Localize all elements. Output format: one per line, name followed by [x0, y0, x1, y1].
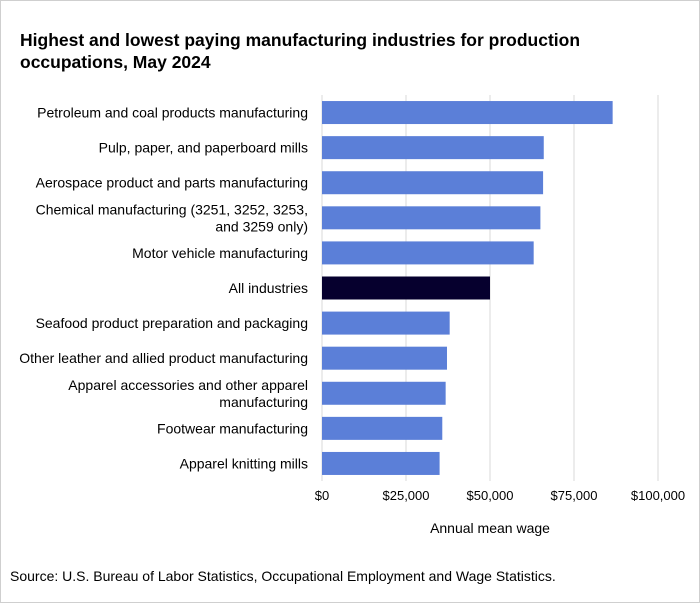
bar-3 [322, 206, 541, 230]
bar-6 [322, 311, 450, 335]
x-tick-label-1: $25,000 [383, 488, 430, 503]
category-label-5: All industries [229, 280, 308, 296]
category-label-4: Motor vehicle manufacturing [132, 245, 308, 261]
x-tick-label-0: $0 [315, 488, 329, 503]
category-label-2: Aerospace product and parts manufacturin… [36, 175, 308, 191]
category-label-1: Pulp, paper, and paperboard mills [99, 140, 308, 156]
bar-10 [322, 451, 440, 475]
source-note: Source: U.S. Bureau of Labor Statistics,… [10, 568, 556, 584]
bar-7 [322, 346, 447, 370]
bar-2 [322, 171, 544, 195]
x-axis-title: Annual mean wage [430, 520, 550, 536]
category-label-6: Seafood product preparation and packagin… [36, 315, 308, 331]
category-label-7: Other leather and allied product manufac… [19, 350, 308, 366]
category-label-8-line-1: manufacturing [219, 394, 308, 410]
category-label-8-line-0: Apparel accessories and other apparel [68, 377, 308, 393]
bar-8 [322, 381, 446, 405]
bar-5 [322, 276, 490, 300]
x-tick-label-2: $50,000 [467, 488, 514, 503]
x-tick-label-3: $75,000 [551, 488, 598, 503]
category-label-3-line-0: Chemical manufacturing (3251, 3252, 3253… [36, 201, 308, 217]
bar-9 [322, 416, 443, 440]
x-tick-label-4: $100,000 [631, 488, 685, 503]
category-label-3-line-1: and 3259 only) [215, 218, 308, 234]
bar-4 [322, 241, 534, 265]
bar-0 [322, 101, 613, 125]
category-label-9: Footwear manufacturing [157, 420, 308, 436]
category-label-10: Apparel knitting mills [180, 455, 308, 471]
chart-title: Highest and lowest paying manufacturing … [20, 30, 581, 72]
category-label-0: Petroleum and coal products manufacturin… [37, 105, 308, 121]
bar-1 [322, 136, 544, 160]
